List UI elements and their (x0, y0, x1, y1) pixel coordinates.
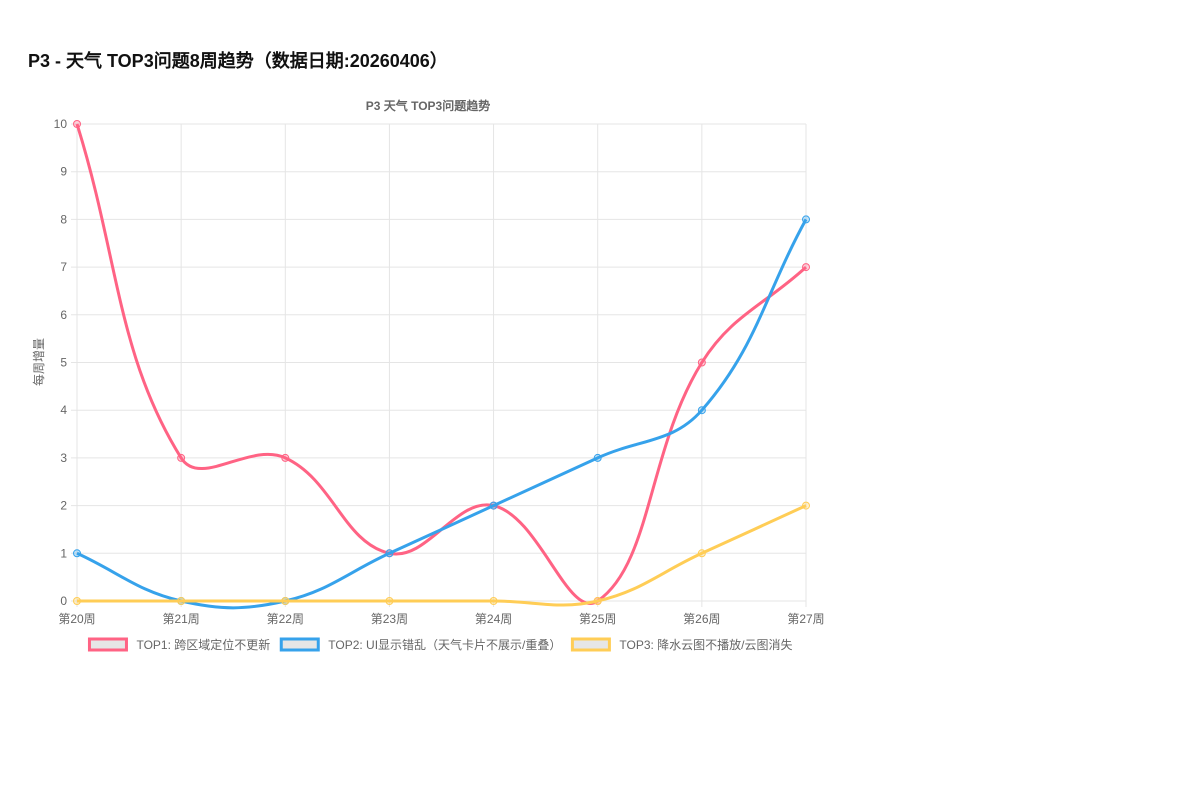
data-point (385, 597, 394, 605)
x-tick-label: 第21周 (162, 612, 199, 626)
y-tick-label: 2 (60, 499, 67, 513)
data-point (697, 406, 706, 415)
legend-label: TOP1: 跨区域定位不更新 (136, 637, 270, 652)
data-point (385, 549, 394, 558)
data-point (177, 453, 186, 462)
y-tick-label: 7 (60, 260, 67, 274)
data-point (281, 597, 290, 605)
x-tick-label: 第24周 (475, 612, 512, 626)
x-tick-label: 第23周 (371, 612, 408, 626)
data-point (177, 597, 186, 605)
chart-title: P3 天气 TOP3问题趋势 (366, 98, 490, 113)
series-line (76, 218, 808, 610)
y-axis-label: 每周增量 (31, 338, 46, 386)
x-tick-label: 第26周 (683, 612, 720, 626)
data-point (73, 597, 81, 605)
legend-swatch (279, 637, 320, 652)
x-tick-label: 第25周 (579, 612, 616, 626)
y-tick-label: 9 (60, 165, 67, 179)
data-point (593, 597, 602, 605)
data-point (802, 501, 810, 510)
y-tick-label: 0 (60, 594, 67, 608)
data-point (73, 120, 81, 128)
legend-label: TOP2: UI显示错乱（天气卡片不展示/重叠） (328, 637, 561, 652)
legend-swatch (570, 637, 611, 652)
x-tick-label: 第27周 (787, 612, 824, 626)
x-tick-label: 第22周 (267, 612, 304, 626)
data-point (489, 597, 498, 605)
y-tick-label: 1 (60, 546, 67, 560)
data-point (697, 358, 706, 367)
data-point (697, 549, 706, 558)
data-point (593, 453, 602, 462)
data-point (73, 549, 81, 558)
series-line (75, 123, 808, 605)
legend-label: TOP3: 降水云图不播放/云图消失 (619, 637, 792, 652)
data-point (802, 215, 810, 224)
y-tick-label: 6 (60, 308, 67, 322)
y-tick-label: 8 (60, 212, 67, 226)
y-tick-label: 4 (60, 403, 67, 417)
data-point (489, 501, 498, 510)
y-tick-label: 10 (54, 117, 68, 131)
page-heading: P3 - 天气 TOP3问题8周趋势（数据日期:20260406） (28, 50, 448, 71)
y-tick-label: 3 (60, 451, 67, 465)
x-tick-label: 第20周 (58, 612, 95, 626)
series-line (77, 504, 807, 607)
legend-swatch (87, 637, 128, 652)
data-point (802, 263, 810, 272)
data-point (281, 453, 290, 462)
y-tick-label: 5 (60, 356, 67, 370)
